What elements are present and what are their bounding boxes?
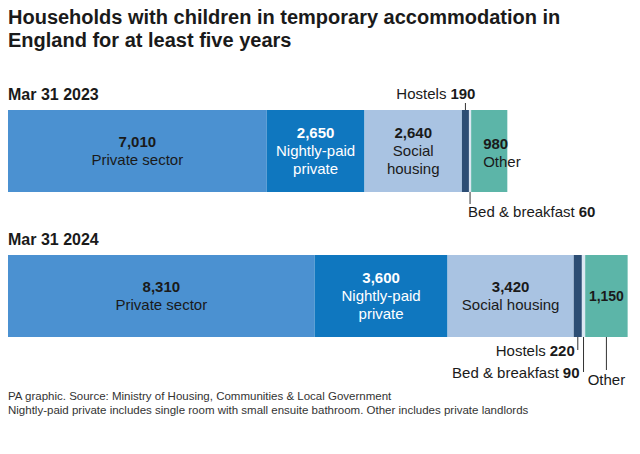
bar-segment xyxy=(315,255,448,337)
leader-line xyxy=(465,103,466,110)
value-label: 1,150 xyxy=(589,288,624,304)
chart-svg: Households with children in temporary ac… xyxy=(0,0,640,454)
leader-line xyxy=(583,337,584,372)
title-line: England for at least five years xyxy=(8,29,291,51)
series-name: Socialhousing xyxy=(387,142,440,177)
series-name-line: private xyxy=(359,305,404,322)
data-label: Hostels190 xyxy=(396,85,475,102)
value-label: 3,420 xyxy=(492,278,530,295)
series-name: Bed & breakfast xyxy=(452,364,560,381)
footnote: PA graphic. Source: Ministry of Housing,… xyxy=(8,390,392,402)
footnote: Nightly-paid private includes single roo… xyxy=(8,404,529,416)
category-label: Mar 31 2023 xyxy=(8,86,99,103)
title-line: Households with children in temporary ac… xyxy=(8,6,560,28)
series-name: Nightly-paidprivate xyxy=(341,287,420,322)
bar-segment xyxy=(8,255,315,337)
series-name: Hostels xyxy=(396,85,446,102)
category-label: Mar 31 2024 xyxy=(8,231,99,248)
bar-segment xyxy=(365,110,462,192)
series-name-line: Social housing xyxy=(462,296,560,313)
bar-segment xyxy=(471,110,507,192)
bar-segment xyxy=(582,255,585,337)
bar-segment xyxy=(448,255,574,337)
bar-segment xyxy=(469,110,471,192)
bar-segment xyxy=(462,110,469,192)
series-name-line: housing xyxy=(387,160,440,177)
labels: Mar 31 2023Mar 31 2024Private sector7,01… xyxy=(8,85,625,388)
value-label: 7,010 xyxy=(119,133,157,150)
value-label: 2,650 xyxy=(297,124,335,141)
bar-segment xyxy=(8,110,267,192)
value-label: 2,640 xyxy=(394,124,432,141)
leader-line xyxy=(577,337,578,350)
leader-line xyxy=(606,337,607,370)
series-name-line: Private sector xyxy=(91,151,183,168)
bar-segment xyxy=(574,255,582,337)
series-name: Bed & breakfast xyxy=(468,203,576,220)
value-label: 90 xyxy=(563,364,580,381)
series-name-line: Private sector xyxy=(115,296,207,313)
chart-container: Households with children in temporary ac… xyxy=(0,0,640,454)
title: Households with children in temporary ac… xyxy=(8,6,560,51)
background xyxy=(0,0,640,454)
series-name-line: Nightly-paid xyxy=(341,287,420,304)
data-label: Bed & breakfast90 xyxy=(452,364,579,381)
series-name: Other xyxy=(483,153,521,170)
data-label: Bed & breakfast60 xyxy=(468,203,595,220)
bar-segment xyxy=(585,255,627,337)
series-name: Private sector xyxy=(91,151,183,168)
bars xyxy=(8,110,628,337)
series-name: Social housing xyxy=(462,296,560,313)
value-label: 980 xyxy=(483,135,508,152)
bar-segment xyxy=(267,110,365,192)
value-label: 8,310 xyxy=(143,278,181,295)
value-label: 190 xyxy=(450,85,475,102)
series-name: Hostels xyxy=(496,342,546,359)
series-name-line: private xyxy=(293,160,338,177)
value-label: 60 xyxy=(579,203,596,220)
value-label: 3,600 xyxy=(362,269,400,286)
series-name: Nightly-paidprivate xyxy=(276,142,355,177)
series-name-line: Nightly-paid xyxy=(276,142,355,159)
value-label: 220 xyxy=(550,342,575,359)
series-name: Other xyxy=(588,371,626,388)
series-name: Private sector xyxy=(115,296,207,313)
data-label: Hostels220 xyxy=(496,342,575,359)
series-name-line: Social xyxy=(393,142,434,159)
